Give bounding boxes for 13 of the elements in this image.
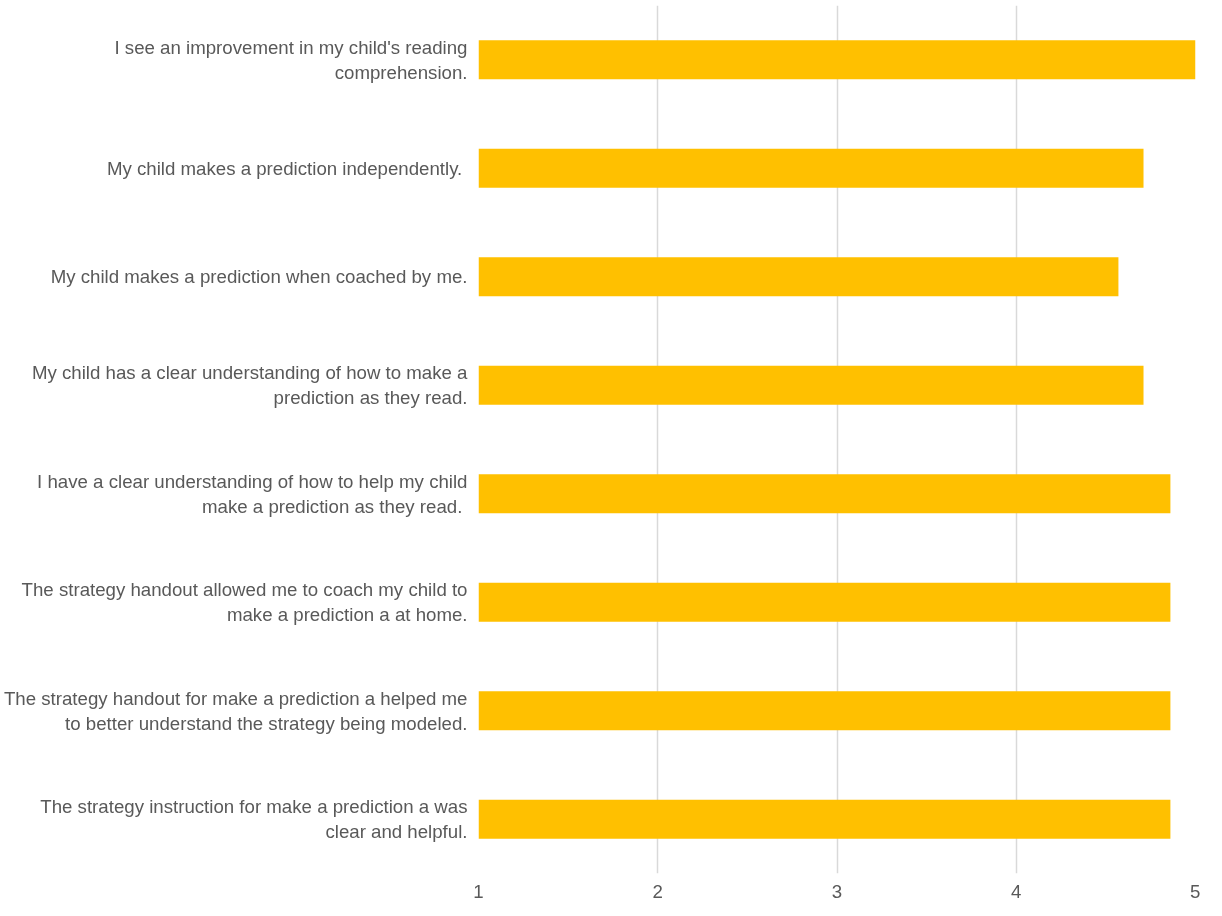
- y-tick-label: My child has a clear understanding of how to make a prediction as they read.: [31, 362, 469, 409]
- x-tick-label: 3: [831, 880, 843, 902]
- x-tick-label: 4: [1011, 880, 1022, 902]
- y-tick-label: My child makes a prediction independently.: [106, 157, 463, 179]
- y-tick-label: I see an improvement in my child's reading comprehension.: [114, 36, 468, 83]
- y-tick-label: The strategy handout for make a prediction a helped me to better understand the strategy being modeled.: [3, 687, 468, 734]
- y-tick-label: The strategy handout allowed me to coach my child to make a prediction a at home.: [21, 579, 468, 626]
- x-tick-label: 5: [1190, 880, 1201, 902]
- x-tick-label: 2: [652, 880, 663, 902]
- y-tick-label: My child makes a prediction when coached by me.: [50, 266, 468, 288]
- x-tick-label: 1: [473, 880, 484, 902]
- y-tick-label: I have a clear understanding of how to help my child make a prediction as they read.: [37, 470, 468, 517]
- y-tick-label: The strategy instruction for make a prediction a was clear and helpful.: [40, 796, 468, 843]
